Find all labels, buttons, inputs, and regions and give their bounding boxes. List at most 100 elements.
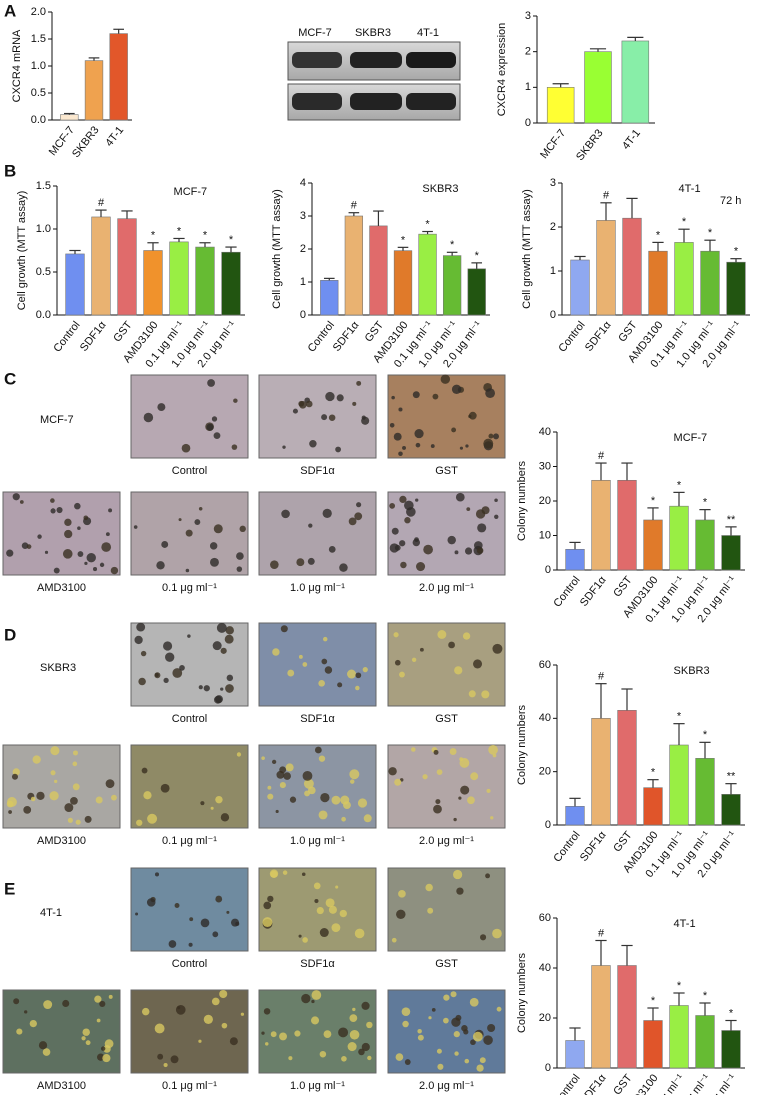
bar (721, 1030, 741, 1069)
colony (209, 542, 218, 550)
significance-label: * (734, 246, 739, 258)
colony (12, 493, 20, 501)
y-tick-label: 1 (550, 265, 556, 277)
colony (427, 907, 434, 914)
significance-label: * (450, 239, 455, 251)
micrograph-caption: SDF1α (300, 713, 335, 725)
colony (318, 680, 325, 687)
bar (617, 710, 637, 826)
colony (280, 625, 288, 633)
bar (565, 1040, 585, 1069)
colony (319, 1050, 327, 1058)
colony (270, 1031, 277, 1038)
colony (466, 507, 471, 512)
colony (394, 659, 401, 666)
colony (143, 791, 152, 800)
significance-label: * (425, 218, 430, 230)
y-tick-label: 40 (539, 426, 551, 438)
colony (412, 391, 420, 399)
colony (282, 445, 286, 449)
row-label: SKBR3 (40, 662, 76, 674)
x-tick-label: 4T-1 (620, 127, 643, 152)
bar (393, 250, 413, 316)
colony (135, 912, 139, 916)
bar (591, 718, 611, 826)
blot-band (292, 93, 342, 110)
colony (74, 502, 81, 510)
colony (44, 550, 49, 554)
bar (643, 1020, 663, 1069)
colony (454, 550, 459, 555)
colony (239, 525, 246, 533)
colony (165, 652, 175, 662)
colony (203, 1014, 213, 1025)
colony (298, 400, 305, 407)
y-tick-label: 4 (300, 177, 306, 189)
colony (355, 672, 362, 679)
colony (240, 1012, 245, 1016)
x-tick-label: GST (111, 319, 135, 344)
blot-band (406, 52, 456, 68)
colony (225, 626, 234, 635)
bar (60, 114, 79, 121)
y-tick-label: 0 (525, 117, 531, 129)
colony (178, 518, 182, 522)
blot-band (292, 52, 342, 68)
colony (108, 508, 113, 513)
colony (349, 1014, 358, 1022)
micrograph (2, 744, 121, 829)
colony (336, 394, 344, 402)
colony (328, 545, 336, 553)
colony (198, 1039, 202, 1043)
colony (216, 622, 227, 633)
colony (348, 517, 357, 526)
colony (53, 567, 60, 574)
colony (99, 562, 105, 568)
colony (292, 408, 298, 414)
colony (347, 669, 356, 679)
colony (279, 782, 286, 789)
micrograph-caption: 0.1 μg ml⁻¹ (162, 835, 217, 847)
colony (307, 557, 315, 565)
colony (105, 779, 115, 789)
significance-label: * (729, 1007, 734, 1019)
micrograph-caption: AMD3100 (37, 582, 86, 594)
colony (472, 1031, 483, 1042)
bar (721, 535, 741, 571)
colony (464, 547, 473, 555)
colony (361, 1001, 370, 1010)
colony (417, 1029, 422, 1034)
colony (494, 498, 498, 503)
bar (65, 253, 85, 316)
colony (77, 526, 81, 530)
colony (469, 997, 479, 1007)
colony (279, 766, 287, 774)
colony (338, 1027, 349, 1038)
micrograph-caption: AMD3100 (37, 835, 86, 847)
colony (272, 648, 280, 656)
bar (91, 216, 111, 316)
colony (92, 567, 98, 572)
colony (361, 415, 366, 420)
colony (136, 622, 146, 632)
colony (316, 906, 324, 915)
colony (198, 685, 203, 690)
colony (349, 769, 360, 780)
colony (189, 917, 194, 922)
colony (262, 917, 273, 928)
colony (157, 403, 166, 412)
bar (565, 548, 585, 571)
colony (163, 677, 169, 684)
colony (361, 1042, 370, 1052)
colony (220, 647, 227, 654)
colony (38, 1041, 48, 1050)
x-tick-label: GST (611, 574, 635, 599)
colony (160, 783, 170, 793)
y-tick-label: 3 (300, 210, 306, 222)
colony (341, 816, 346, 822)
significance-label: * (682, 216, 687, 228)
colony (318, 810, 328, 820)
y-axis-label: Colony numbers (516, 952, 528, 1033)
colony (133, 525, 138, 529)
